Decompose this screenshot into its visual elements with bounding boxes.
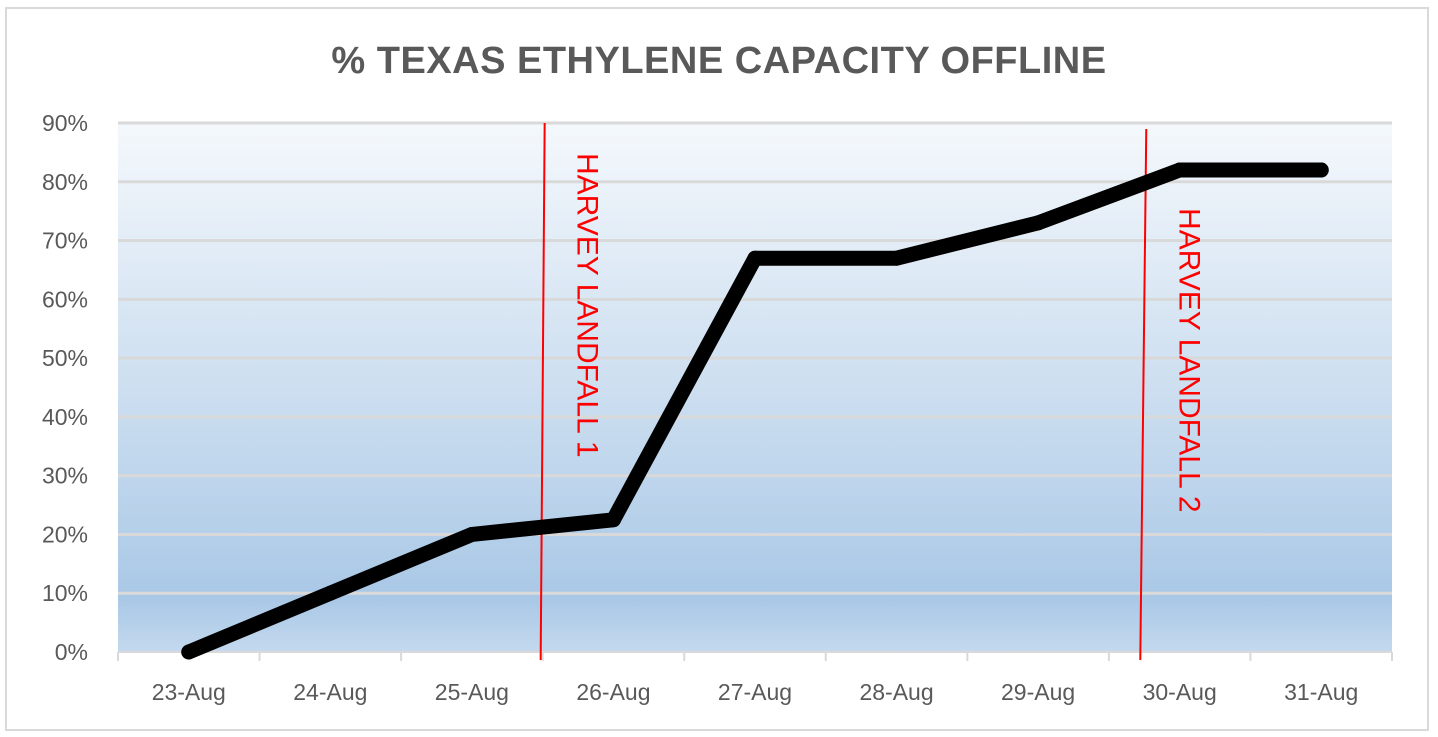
data-point (1030, 215, 1046, 231)
y-tick-label: 0% (55, 639, 88, 665)
x-tick-label: 31-Aug (1284, 679, 1358, 705)
x-tick-label: 24-Aug (293, 679, 367, 705)
gridlines (118, 121, 1392, 595)
data-point (889, 250, 905, 266)
y-tick-label: 70% (42, 228, 88, 254)
annotation-line (1139, 128, 1148, 661)
data-point (181, 644, 197, 660)
x-tick-label: 28-Aug (859, 679, 933, 705)
data-point (322, 585, 338, 601)
series (181, 162, 1329, 660)
y-tick-label: 30% (42, 463, 88, 489)
plot-background (118, 123, 1392, 652)
x-tick-label: 30-Aug (1143, 679, 1217, 705)
x-tick-label: 26-Aug (576, 679, 650, 705)
annotation-label: HARVEY LANDFALL 2 (1172, 208, 1205, 513)
annotation-label: HARVEY LANDFALL 1 (571, 153, 604, 458)
y-tick-label: 80% (42, 169, 88, 195)
y-tick-label: 20% (42, 521, 88, 547)
data-point (1172, 162, 1188, 178)
axes: 0% 10% 20% 30% 40% 50% 60% 70% 80% 90% 23-Aug 24-Au… (42, 110, 1393, 705)
y-tick-label: 40% (42, 404, 88, 430)
data-point (605, 512, 621, 528)
x-tick-label: 25-Aug (435, 679, 509, 705)
data-point (1313, 162, 1329, 178)
data-point (464, 526, 480, 542)
annotations: HARVEY LANDFALL 1 HARVEY LANDFALL 2 (539, 122, 1205, 661)
chart-title: % TEXAS ETHYLENE CAPACITY OFFLINE (331, 40, 1107, 82)
y-tick-label: 10% (42, 580, 88, 606)
x-tick-label: 27-Aug (718, 679, 792, 705)
x-tick-label: 29-Aug (1001, 679, 1075, 705)
x-tick-label: 23-Aug (152, 679, 226, 705)
data-point (747, 250, 763, 266)
y-tick-label: 60% (42, 286, 88, 312)
annotation-line (539, 122, 546, 661)
plot-area (118, 123, 1392, 652)
y-tick-label: 50% (42, 345, 88, 371)
y-tick-label: 90% (42, 110, 88, 136)
